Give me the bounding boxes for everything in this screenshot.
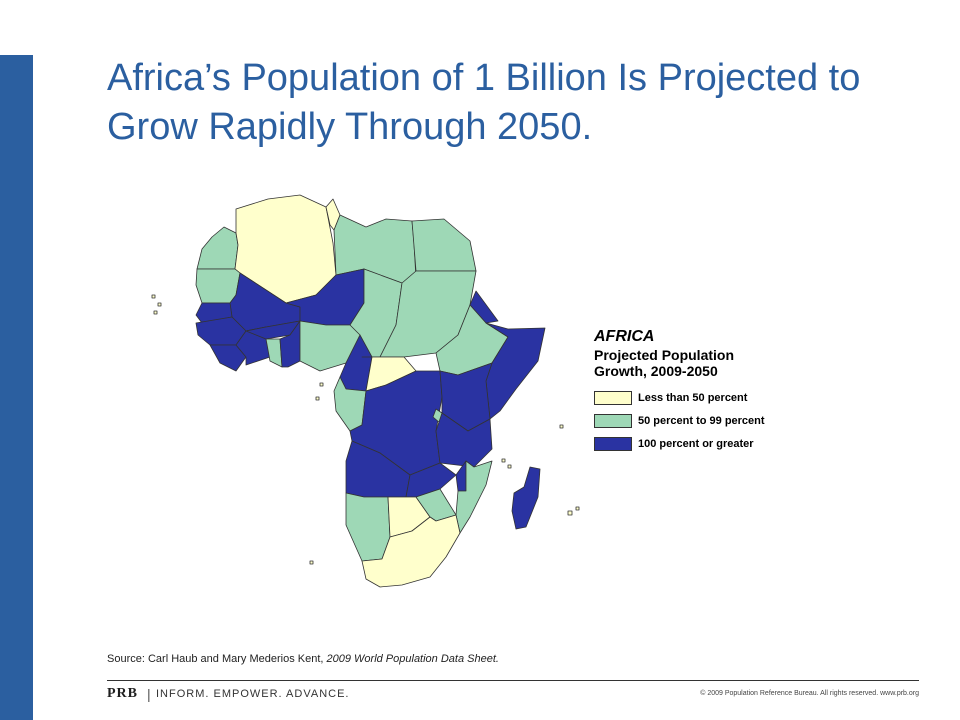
footer-separator: |	[147, 686, 151, 702]
region-comoros	[501, 458, 512, 469]
legend-subtitle: Projected Population Growth, 2009-2050	[594, 347, 735, 379]
source-publication: 2009 World Population Data Sheet.	[326, 653, 499, 665]
map-legend: AFRICA Projected Population Growth, 2009…	[594, 327, 794, 460]
prb-logo: PRB	[107, 686, 138, 701]
region-morocco	[196, 226, 239, 270]
region-egypt	[411, 218, 477, 272]
legend-item-low: Less than 50 percent	[594, 391, 794, 405]
legend-label-low: Less than 50 percent	[638, 392, 748, 404]
region-madagascar	[511, 466, 541, 530]
legend-label-high: 100 percent or greater	[638, 438, 754, 450]
region-st-helena	[309, 560, 314, 565]
region-mauritius	[567, 506, 580, 516]
region-somalia	[485, 322, 546, 420]
footer-tagline: INFORM. EMPOWER. ADVANCE.	[156, 688, 350, 700]
legend-swatch-mid	[594, 414, 632, 428]
legend-swatch-low	[594, 391, 632, 405]
region-mozambique	[455, 460, 493, 534]
side-accent-bar	[0, 55, 33, 720]
footer-divider	[107, 680, 919, 681]
footer-copyright: © 2009 Population Reference Bureau. All …	[700, 690, 919, 697]
legend-item-high: 100 percent or greater	[594, 437, 794, 451]
source-prefix: Source: Carl Haub and Mary Mederios Kent…	[107, 653, 327, 665]
region-south-africa	[361, 514, 461, 588]
africa-map	[151, 194, 580, 588]
slide-title: Africa’s Population of 1 Billion Is Proj…	[107, 57, 861, 148]
region-sierra-leone-liberia	[209, 344, 247, 372]
region-sao-tome	[315, 382, 324, 401]
legend-item-mid: 50 percent to 99 percent	[594, 414, 794, 428]
region-namibia	[345, 492, 391, 562]
source-note: Source: Carl Haub and Mary Mederios Kent…	[107, 653, 499, 665]
region-seychelles	[559, 424, 564, 429]
region-tanzania	[435, 412, 493, 468]
legend-label-mid: 50 percent to 99 percent	[638, 415, 765, 427]
legend-swatch-high	[594, 437, 632, 451]
region-ghana	[265, 338, 283, 368]
region-cape-verde	[151, 294, 162, 315]
legend-title: AFRICA	[594, 328, 655, 345]
